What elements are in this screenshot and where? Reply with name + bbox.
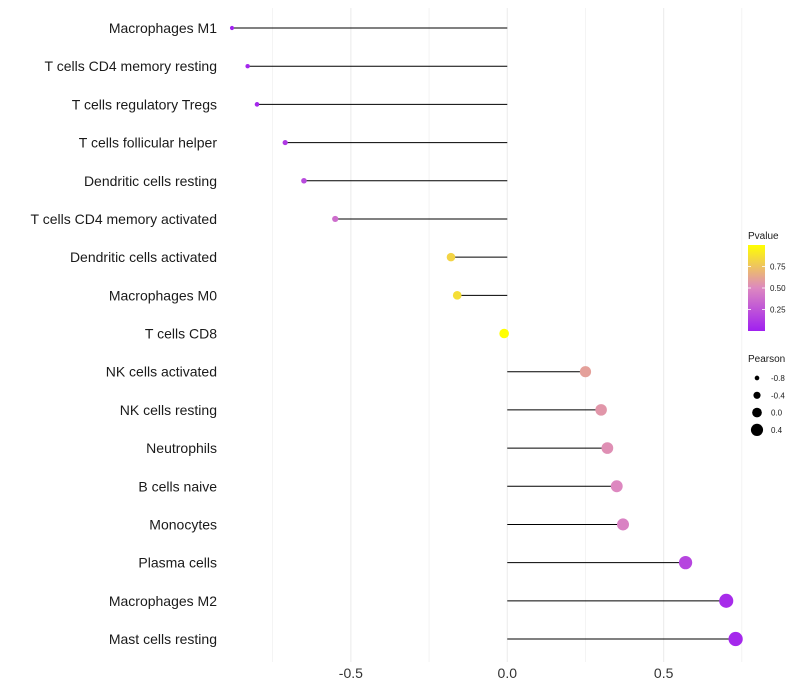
category-label: Monocytes	[149, 516, 217, 532]
category-label: NK cells resting	[120, 402, 217, 418]
lollipop-point	[499, 328, 509, 339]
lollipop-point	[245, 63, 250, 69]
lollipop-point	[610, 480, 623, 493]
lollipop-point	[579, 366, 592, 378]
lollipop-point	[446, 252, 456, 262]
lollipop-point	[254, 102, 260, 107]
pvalue-tick-label: 0.25	[770, 306, 786, 315]
pearson-key-dot	[750, 423, 764, 436]
category-label: B cells naive	[138, 478, 217, 494]
category-labels: Macrophages M1 T cells CD4 memory resting…	[31, 20, 218, 647]
lollipop-point	[229, 25, 235, 31]
lollipop-point	[719, 593, 734, 608]
lollipop-point	[332, 215, 339, 223]
lollipop-point	[282, 139, 288, 146]
category-label: Macrophages M2	[109, 593, 217, 609]
pvalue-tick-label: 0.75	[770, 263, 786, 272]
category-label: Dendritic cells activated	[70, 249, 217, 265]
pearson-key-label: 0.4	[771, 426, 783, 435]
lollipop-point	[595, 404, 607, 416]
lollipop-point	[678, 555, 693, 570]
x-tick-label: 0.0	[498, 665, 518, 681]
lollipop-point	[452, 290, 462, 300]
x-tick-label: 0.5	[654, 665, 674, 681]
category-label: Macrophages M1	[109, 20, 217, 36]
pearson-key-label: -0.4	[771, 391, 785, 400]
lollipop-points	[229, 25, 743, 647]
pearson-key-dot	[752, 407, 762, 418]
pvalue-legend-title: Pvalue	[748, 231, 779, 242]
pearson-key-dot	[754, 375, 760, 381]
x-tick-label: -0.5	[339, 665, 363, 681]
category-label: Plasma cells	[138, 555, 217, 571]
x-axis-tick-labels: -0.5 0.0 0.5	[339, 665, 674, 681]
category-label: Neutrophils	[146, 440, 217, 456]
category-label: T cells CD8	[145, 326, 217, 342]
category-label: T cells CD4 memory activated	[31, 211, 217, 227]
lollipop-point	[601, 442, 614, 454]
category-label: Dendritic cells resting	[84, 173, 217, 189]
pearson-legend-title: Pearson	[748, 354, 785, 365]
pearson-key-label: 0.0	[771, 409, 783, 418]
pvalue-colorbar	[748, 245, 765, 331]
category-label: T cells regulatory Tregs	[72, 96, 217, 112]
lollipop-stems	[232, 27, 736, 640]
pearson-key-label: -0.8	[771, 374, 785, 383]
lollipop-point	[617, 518, 630, 531]
pvalue-legend: Pvalue 0.25 0.50 0.75	[748, 231, 786, 331]
lollipop-point	[728, 631, 743, 647]
pearson-legend: Pearson -0.8 -0.4 0.0 0.4	[748, 354, 785, 436]
category-label: Mast cells resting	[109, 631, 217, 647]
pvalue-tick-label: 0.50	[770, 284, 786, 293]
category-label: NK cells activated	[106, 364, 217, 380]
category-label: T cells CD4 memory resting	[45, 58, 217, 74]
category-label: T cells follicular helper	[79, 135, 218, 151]
lollipop-point	[301, 177, 307, 184]
category-label: Macrophages M0	[109, 287, 217, 303]
pearson-key-dot	[753, 391, 761, 399]
